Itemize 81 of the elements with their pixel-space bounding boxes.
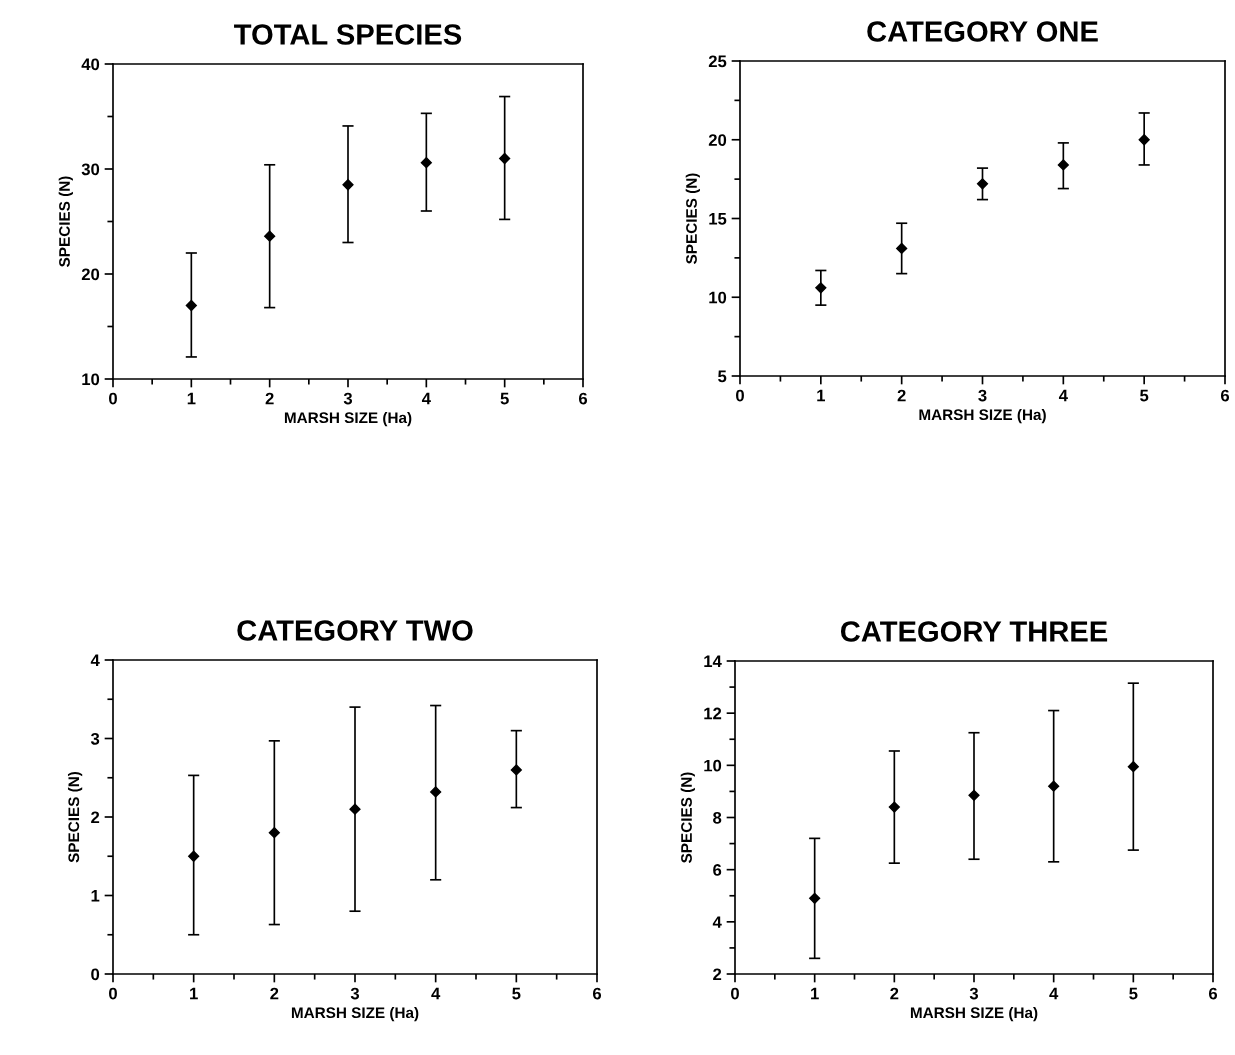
- chart-title: CATEGORY TWO: [237, 620, 473, 641]
- x-tick-label: 2: [270, 987, 279, 1000]
- x-tick-label: 1: [817, 389, 825, 402]
- x-axis-title: MARSH SIZE (Ha): [284, 411, 412, 427]
- point: [1127, 761, 1139, 773]
- x-tick-label: 6: [1220, 389, 1230, 402]
- y-axis-title: SPECIES (N): [685, 173, 700, 264]
- point: [268, 827, 280, 839]
- point: [976, 178, 989, 190]
- y-tick-label: 10: [82, 373, 100, 386]
- point: [1138, 134, 1150, 146]
- x-tick-label: 1: [190, 987, 198, 1000]
- x-tick-label: 3: [969, 987, 979, 1000]
- y-axis-title: SPECIES (N): [680, 772, 695, 863]
- y-axis-title: SPECIES (N): [67, 771, 83, 863]
- point: [809, 892, 821, 904]
- x-tick-label: 3: [978, 389, 987, 402]
- point: [968, 789, 980, 801]
- y-tick-label: 8: [713, 811, 722, 824]
- y-tick-label: 4: [712, 916, 722, 928]
- y-tick-label: 15: [709, 213, 727, 225]
- y-tick-label: 2: [713, 968, 722, 981]
- x-tick-label: 6: [592, 987, 602, 1000]
- point: [420, 157, 432, 169]
- y-tick-label: 30: [81, 163, 100, 176]
- y-tick-label: 2: [91, 811, 100, 824]
- x-axis-title: MARSH SIZE (Ha): [919, 408, 1046, 424]
- x-axis-title: MARSH SIZE (Ha): [910, 1006, 1038, 1022]
- chart-title: CATEGORY THREE: [840, 621, 1108, 642]
- x-tick-label: 5: [500, 392, 509, 405]
- point: [185, 299, 197, 312]
- x-tick-label: 0: [109, 392, 117, 405]
- point: [1048, 780, 1060, 792]
- point: [1057, 159, 1069, 171]
- x-tick-label: 4: [1049, 987, 1059, 1000]
- point: [264, 230, 276, 242]
- x-tick-label: 5: [1140, 389, 1149, 402]
- y-tick-label: 12: [704, 707, 722, 720]
- x-tick-label: 0: [731, 987, 739, 1000]
- point: [896, 242, 908, 255]
- x-tick-label: 2: [890, 987, 899, 1000]
- y-tick-label: 3: [90, 732, 100, 745]
- x-tick-label: 2: [897, 389, 906, 402]
- x-tick-label: 0: [736, 389, 744, 402]
- y-tick-label: 10: [709, 291, 727, 304]
- x-tick-label: 0: [109, 987, 117, 1000]
- y-tick-label: 4: [90, 654, 100, 667]
- point: [510, 764, 522, 776]
- x-tick-label: 5: [512, 987, 521, 1000]
- x-tick-label: 3: [350, 987, 360, 1000]
- point: [815, 282, 827, 294]
- x-tick-label: 1: [187, 392, 196, 405]
- x-axis-title: MARSH SIZE (Ha): [291, 1006, 419, 1022]
- x-tick-label: 4: [1058, 389, 1068, 402]
- x-tick-label: 4: [431, 987, 441, 1000]
- x-tick-label: 1: [811, 987, 819, 1000]
- x-tick-label: 3: [343, 392, 353, 405]
- y-tick-label: 25: [708, 55, 727, 68]
- y-tick-label: 5: [718, 370, 727, 383]
- x-tick-label: 4: [421, 392, 431, 405]
- y-tick-label: 20: [81, 268, 100, 281]
- y-tick-label: 40: [81, 58, 100, 71]
- x-tick-label: 5: [1129, 987, 1138, 1000]
- point: [888, 801, 900, 813]
- y-tick-label: 0: [91, 968, 100, 981]
- y-tick-label: 10: [704, 759, 722, 772]
- x-tick-label: 2: [265, 392, 274, 405]
- x-tick-label: 6: [1208, 987, 1218, 1000]
- y-tick-label: 1: [91, 890, 100, 902]
- y-tick-label: 14: [704, 655, 722, 668]
- point: [342, 179, 354, 191]
- chart-title: CATEGORY ONE: [867, 21, 1098, 42]
- point: [188, 850, 200, 862]
- y-tick-label: 6: [713, 864, 722, 876]
- point: [430, 786, 442, 798]
- y-axis-title: SPECIES (N): [58, 176, 73, 267]
- x-tick-label: 6: [578, 392, 588, 405]
- point: [499, 152, 511, 165]
- point: [349, 803, 361, 815]
- y-tick-label: 20: [708, 134, 727, 146]
- chart-title: TOTAL SPECIES: [234, 24, 462, 45]
